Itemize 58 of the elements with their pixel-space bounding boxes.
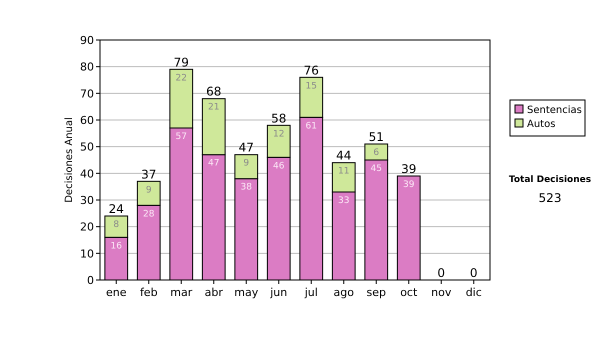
total-label: 58: [271, 111, 286, 126]
total-label: 0: [470, 266, 478, 280]
y-tick-label: 90: [80, 34, 94, 47]
total-label: 51: [368, 130, 384, 144]
total-label: 79: [174, 55, 189, 70]
data-label: 6: [373, 148, 380, 158]
data-label: 33: [338, 196, 350, 206]
data-label: 61: [306, 121, 317, 132]
text: 523: [538, 191, 562, 205]
data-label: 45: [370, 164, 382, 174]
data-label: 39: [403, 180, 415, 190]
x-tick-label: feb: [140, 286, 158, 299]
x-tick-label: dic: [466, 286, 482, 299]
x-tick-label: jul: [304, 286, 318, 299]
data-label: 28: [143, 209, 155, 220]
x-tick-label: ago: [334, 286, 354, 299]
data-label: 16: [110, 241, 122, 252]
total-label: 0: [437, 266, 446, 280]
legend-label: Sentencias: [527, 105, 582, 116]
total-label: 68: [206, 84, 222, 99]
y-tick-label: 60: [80, 114, 94, 127]
y-tick-label: 10: [80, 247, 94, 260]
x-tick-label: sep: [366, 286, 386, 299]
x-tick-label: may: [234, 286, 259, 299]
data-label: 12: [273, 129, 284, 140]
total-label: 39: [401, 162, 416, 176]
total-label: 44: [336, 148, 352, 163]
total-label: 37: [141, 167, 156, 182]
legend-label: Autos: [527, 119, 556, 130]
data-label: 57: [176, 132, 187, 142]
x-tick-label: mar: [170, 286, 193, 299]
x-tick-label: ene: [106, 286, 127, 299]
data-label: 38: [240, 182, 252, 193]
y-tick-label: 0: [87, 274, 94, 287]
data-label: 21: [208, 102, 220, 113]
text: Total Decisiones: [508, 175, 592, 185]
data-label: 22: [176, 73, 187, 84]
data-label: 47: [208, 158, 220, 169]
y-tick-label: 40: [80, 167, 94, 180]
y-tick-label: 50: [80, 140, 94, 154]
data-label: 15: [306, 81, 317, 92]
data-label: 9: [146, 185, 152, 196]
y-tick-label: 30: [80, 194, 94, 207]
y-axis-title: Decisiones Anual: [64, 117, 75, 203]
x-tick-label: nov: [431, 286, 452, 299]
data-label: 11: [338, 166, 350, 177]
total-label: 24: [108, 202, 124, 216]
y-tick-label: 20: [80, 220, 94, 234]
x-tick-label: jun: [269, 286, 288, 299]
y-tick-label: 70: [80, 87, 94, 100]
total-label: 47: [238, 140, 254, 155]
x-tick-label: abr: [204, 286, 224, 299]
data-label: 9: [243, 158, 250, 169]
x-tick-label: oct: [400, 286, 418, 299]
data-label: 46: [273, 161, 285, 172]
total-label: 76: [304, 63, 319, 78]
data-label: 8: [113, 220, 120, 230]
y-tick-label: 80: [80, 60, 94, 74]
